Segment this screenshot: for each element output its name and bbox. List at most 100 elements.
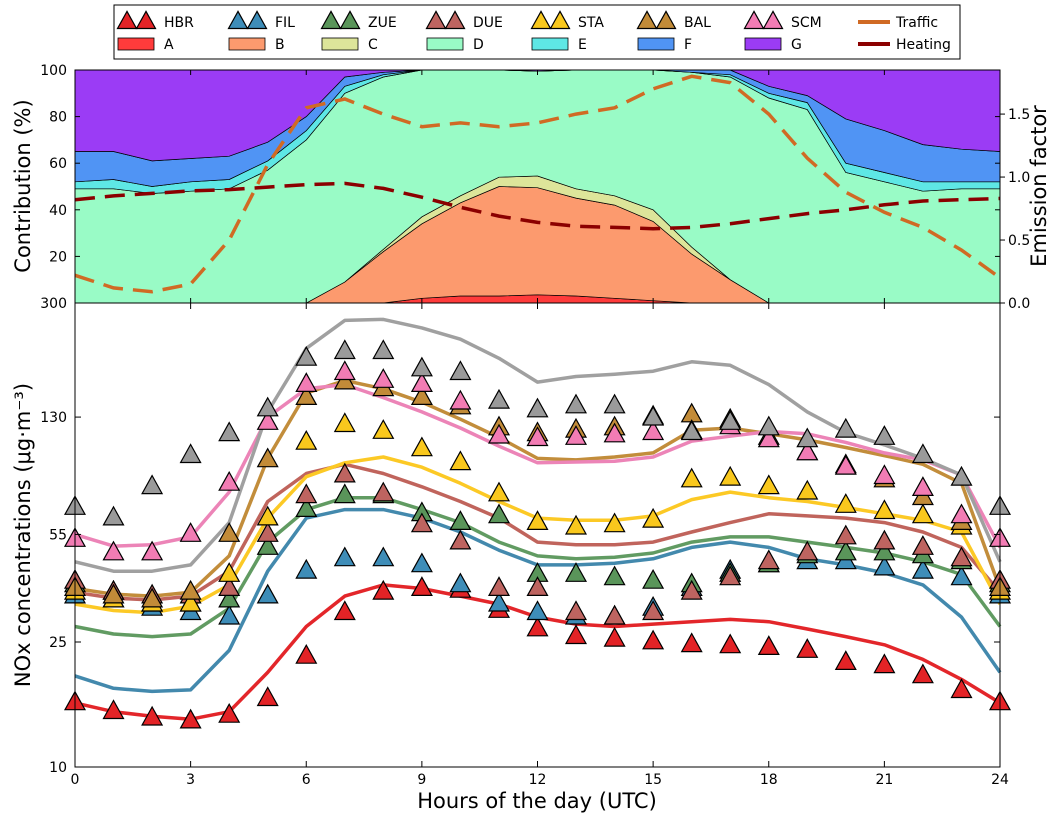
marker-grey xyxy=(680,420,703,441)
marker-scm xyxy=(333,360,356,381)
legend-marker-scm xyxy=(762,10,784,30)
legend-label-due: DUE xyxy=(473,15,503,31)
x-axis-label: Hours of the day (UTC) xyxy=(417,789,657,813)
bottom-x-ticks: 0 3 6 9 12 15 18 21 24 xyxy=(71,303,1009,788)
marker-hbr xyxy=(911,663,934,684)
legend-label-c: C xyxy=(368,37,378,53)
top-y-tick-label: 20 xyxy=(49,249,67,265)
marker-grey xyxy=(796,427,819,448)
marker-sta xyxy=(642,507,665,528)
legend-marker-scm xyxy=(743,10,765,30)
marker-grey xyxy=(218,421,241,442)
marker-zue xyxy=(218,587,241,608)
legend-patch-e xyxy=(531,37,569,51)
marker-grey xyxy=(372,339,395,360)
marker-due xyxy=(873,529,896,550)
marker-due xyxy=(564,600,588,621)
bottom-x-tick-label: 9 xyxy=(417,772,426,788)
marker-zue xyxy=(603,565,626,586)
marker-scm xyxy=(873,464,896,485)
legend-marker-bal xyxy=(636,10,658,30)
marker-hbr xyxy=(179,708,202,729)
bottom-x-tick-label: 18 xyxy=(760,772,778,788)
marker-hbr xyxy=(218,702,241,723)
marker-due xyxy=(333,462,356,483)
marker-sta xyxy=(796,479,819,500)
marker-hbr xyxy=(719,633,742,654)
legend-label-e: E xyxy=(578,37,587,53)
marker-scm xyxy=(603,422,626,443)
legend-marker-bal xyxy=(655,10,677,30)
marker-grey xyxy=(642,405,665,426)
concentration-panel: 10 25 55 130 0 3 6 9 12 15 18 21 24 Hours of the da… xyxy=(11,302,1012,813)
legend-marker-zue xyxy=(320,10,342,30)
marker-sta xyxy=(372,419,395,439)
marker-scm xyxy=(911,476,934,496)
top-y-tick-label: 80 xyxy=(49,110,67,126)
top-y2-tick-label: 1.0 xyxy=(1008,170,1030,186)
legend-label-f: F xyxy=(684,37,692,53)
marker-scm xyxy=(834,454,857,475)
marker-sta xyxy=(757,474,780,495)
marker-due xyxy=(295,483,318,504)
top-y-tick-label: 40 xyxy=(49,203,67,219)
marker-sta xyxy=(410,436,433,457)
marker-scm xyxy=(564,425,588,445)
legend-patch-a xyxy=(117,37,155,51)
top-y-ticks: 300 20 40 60 80 100 xyxy=(40,63,1001,312)
marker-hbr xyxy=(333,600,356,621)
legend-marker-fil xyxy=(246,10,268,30)
marker-sta xyxy=(256,505,279,526)
marker-zue xyxy=(642,568,665,589)
marker-grey xyxy=(295,345,318,366)
marker-hbr xyxy=(564,624,588,645)
legend-label-sta: STA xyxy=(578,15,604,31)
line-heating xyxy=(74,181,1001,231)
legend-label-zue: ZUE xyxy=(368,15,397,31)
marker-hbr xyxy=(603,626,626,647)
marker-hbr xyxy=(834,650,857,671)
legend-frame xyxy=(113,4,961,60)
marker-scm xyxy=(526,426,549,447)
station-line-scm xyxy=(74,382,1002,549)
marker-due xyxy=(796,540,819,561)
marker-fil xyxy=(333,546,356,567)
top-y2-axis-label: Emission factor xyxy=(1027,105,1051,267)
legend-label-b: B xyxy=(275,37,285,53)
marker-zue xyxy=(295,497,318,518)
marker-due xyxy=(642,600,665,621)
marker-zue xyxy=(487,503,511,524)
bottom-x-tick-label: 24 xyxy=(991,772,1009,788)
marker-fil xyxy=(526,600,549,621)
marker-scm xyxy=(757,427,780,448)
marker-scm xyxy=(295,372,318,392)
legend-patch-c xyxy=(321,37,359,51)
marker-zue xyxy=(333,483,356,504)
legend-label-scm: SCM xyxy=(791,15,822,31)
marker-hbr xyxy=(372,579,395,600)
marker-due xyxy=(449,529,472,550)
legend-marker-due xyxy=(444,10,466,30)
legend-label-a: A xyxy=(164,37,174,53)
marker-hbr xyxy=(526,616,549,637)
contribution-panel: 300 20 40 60 80 100 0.0 0.5 1.0 1.5 Contribution… xyxy=(11,63,1051,312)
marker-due xyxy=(603,604,626,625)
marker-due xyxy=(719,565,742,586)
marker-grey xyxy=(102,505,125,526)
top-y2-ticks: 0.0 0.5 1.0 1.5 xyxy=(1000,107,1030,312)
marker-grey xyxy=(911,443,934,464)
top-y2-tick-label: 1.5 xyxy=(1008,107,1030,123)
marker-due xyxy=(680,579,703,600)
marker-sta xyxy=(873,499,896,520)
legend-marker-zue xyxy=(339,10,361,30)
marker-sta xyxy=(295,429,318,450)
bottom-y-ticks: 10 25 55 130 xyxy=(40,410,1000,776)
marker-fil xyxy=(911,558,934,579)
marker-bal xyxy=(295,385,318,405)
marker-grey xyxy=(256,396,279,417)
legend-marker-hbr xyxy=(135,10,157,30)
marker-due xyxy=(218,576,241,597)
marker-hbr xyxy=(256,686,279,707)
legend-marker-sta xyxy=(549,10,571,30)
marker-scm xyxy=(449,389,472,410)
